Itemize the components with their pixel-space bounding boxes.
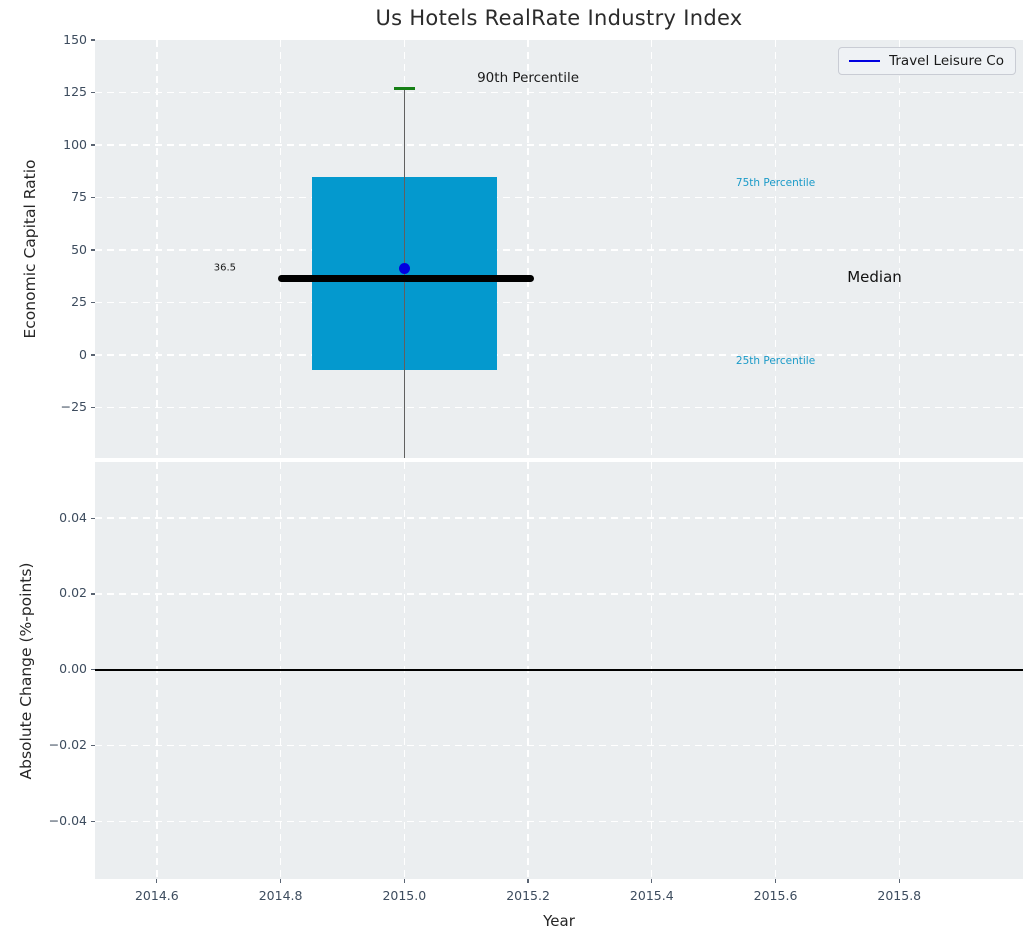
annotation-25th-percentile: 25th Percentile <box>735 355 816 368</box>
x-tick-label: 2015.0 <box>382 888 427 903</box>
x-tick-mark <box>156 879 158 883</box>
y-tick-label: −0.02 <box>48 737 87 753</box>
y-tick-mark <box>91 820 95 822</box>
y-tick-label: 0.04 <box>59 509 87 525</box>
y-tick-label: 125 <box>63 84 87 99</box>
gridline-horizontal <box>95 301 1023 304</box>
y-tick-mark <box>91 249 95 251</box>
x-tick-label: 2015.4 <box>629 888 674 903</box>
company-value-dot <box>398 263 410 275</box>
y-tick-mark <box>91 669 95 671</box>
y-tick-label: 0.00 <box>59 661 87 677</box>
y-tick-label: 0 <box>79 346 87 362</box>
bottom-axes-absolute-change <box>95 462 1023 879</box>
x-tick-mark <box>403 879 405 883</box>
y-tick-label: −0.04 <box>48 812 87 828</box>
y-tick-label: 100 <box>63 136 87 152</box>
legend-line-icon <box>849 59 881 63</box>
annotation-median-value: 36.5 <box>213 262 237 274</box>
y-tick-mark <box>91 354 95 356</box>
y-tick-label: −25 <box>60 399 87 415</box>
annotation-75th-percentile: 75th Percentile <box>735 176 816 189</box>
y-tick-label: 0.02 <box>59 585 87 601</box>
y-tick-mark <box>91 744 95 747</box>
gridline-vertical <box>774 40 777 458</box>
gridline-horizontal <box>95 744 1023 747</box>
gridline-horizontal <box>95 593 1023 595</box>
chart-title: Us Hotels RealRate Industry Index <box>375 6 743 30</box>
gridline-vertical <box>651 40 653 458</box>
y-tick-label: 25 <box>71 294 87 310</box>
y-tick-mark <box>91 301 95 304</box>
gridline-horizontal <box>95 91 1023 94</box>
boxplot-median-line <box>277 274 535 282</box>
x-tick-label: 2015.8 <box>877 888 922 903</box>
y-tick-mark <box>91 144 95 146</box>
y-tick-mark <box>91 196 95 199</box>
gridline-horizontal <box>95 144 1023 146</box>
y-tick-mark <box>91 406 95 409</box>
y-tick-mark <box>91 39 95 41</box>
x-tick-label: 2015.2 <box>506 888 550 903</box>
y-tick-label: 50 <box>71 241 87 257</box>
gridline-vertical <box>279 40 282 458</box>
gridline-horizontal <box>95 517 1023 519</box>
y-tick-label: 75 <box>71 189 87 205</box>
gridline-vertical <box>898 40 900 458</box>
gridline-horizontal <box>95 249 1023 251</box>
annotation-90th-percentile: 90th Percentile <box>477 69 580 86</box>
x-tick-mark <box>280 879 282 883</box>
x-tick-label: 2014.6 <box>134 888 179 903</box>
x-tick-label: 2015.6 <box>753 888 798 903</box>
gridline-vertical <box>527 40 529 458</box>
y-tick-label: 150 <box>63 31 87 47</box>
gridline-horizontal <box>95 196 1023 199</box>
y-tick-mark <box>91 91 95 94</box>
x-tick-mark <box>898 879 900 883</box>
y-tick-mark <box>91 517 95 519</box>
gridline-vertical <box>156 40 158 458</box>
legend: Travel Leisure Co <box>838 47 1016 75</box>
x-tick-mark <box>651 879 653 883</box>
x-tick-mark <box>527 879 529 883</box>
boxplot-90th-percentile-cap-icon <box>393 86 415 90</box>
gridline-horizontal <box>95 820 1023 823</box>
x-tick-mark <box>774 879 777 883</box>
legend-label: Travel Leisure Co <box>889 53 1004 69</box>
top-axes-economic-capital-ratio: 90th Percentile 36.5 75th Percentile Med… <box>95 40 1023 458</box>
gridline-horizontal <box>95 354 1023 356</box>
annotation-median-label: Median <box>847 268 902 287</box>
gridline-horizontal <box>95 406 1023 409</box>
x-tick-label: 2014.8 <box>258 888 303 903</box>
y-tick-mark <box>91 593 95 595</box>
zero-baseline <box>95 668 1023 671</box>
x-axis-label: Year <box>543 912 575 930</box>
